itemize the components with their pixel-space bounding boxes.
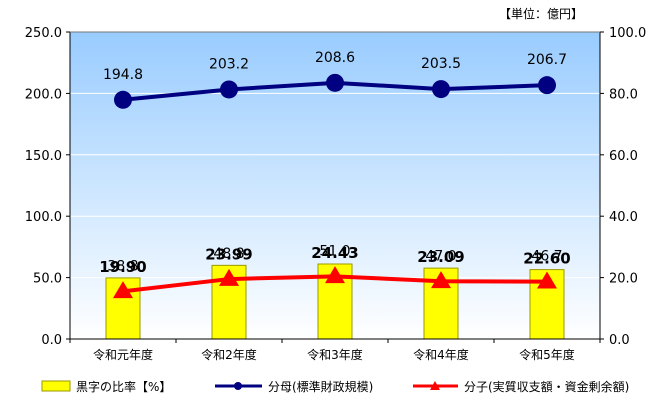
left-tick-label: 250.0 xyxy=(25,26,62,41)
numerator-point xyxy=(431,271,451,289)
denominator-point xyxy=(538,76,556,95)
legend-marker-denominator xyxy=(234,382,242,390)
right-tick-label: 100.0 xyxy=(609,26,646,41)
left-tick-label: 100.0 xyxy=(25,210,62,225)
left-tick-label: 50.0 xyxy=(33,272,62,287)
numerator-value-label: 46.7 xyxy=(531,249,562,265)
denominator-point xyxy=(432,80,450,99)
denominator-point xyxy=(114,90,132,109)
right-tick-label: 60.0 xyxy=(609,149,638,164)
numerator-point xyxy=(113,281,133,299)
legend-swatch-bar xyxy=(41,380,71,392)
left-tick-label: 200.0 xyxy=(25,87,62,102)
denominator-value-label: 206.7 xyxy=(527,52,567,68)
right-tick-label: 20.0 xyxy=(609,272,638,287)
denominator-value-label: 203.2 xyxy=(209,56,249,72)
line-series xyxy=(113,73,557,299)
axes: 0.0 50.0 100.0 150.0 200.0 250.0 0.0 20.0 40.0 60… xyxy=(25,26,646,362)
legend-label-numerator: 分子(実質収支額・資金剰余額) xyxy=(464,379,629,394)
denominator-value-label: 208.6 xyxy=(315,50,355,66)
legend-marker-numerator xyxy=(430,381,440,390)
left-tick-label: 150.0 xyxy=(25,149,62,164)
unit-label: 【単位：億円】 xyxy=(499,6,583,21)
x-tick-label: 令和3年度 xyxy=(307,347,363,362)
numerator-value-label: 38.8 xyxy=(107,258,138,274)
bar-value-label: 19.90 xyxy=(99,258,146,276)
denominator-value-label: 203.5 xyxy=(421,56,461,72)
gridlines xyxy=(70,92,600,279)
numerator-value-label: 47.0 xyxy=(425,248,456,264)
denominator-point xyxy=(326,73,344,92)
denominator-point xyxy=(220,80,238,99)
bar-value-label: 22.60 xyxy=(523,250,570,268)
x-tick-label: 令和元年度 xyxy=(93,347,153,362)
numerator-point xyxy=(219,268,239,286)
legend-label-denominator: 分母(標準財政規模) xyxy=(268,379,373,394)
legend: 黒字の比率【%】 分母(標準財政規模) 分子(実質収支額・資金剰余額) xyxy=(41,379,629,394)
data-labels: 19.90 23.99 24.43 23.09 22.60 194.8 203.2 208.6… xyxy=(99,50,570,276)
x-tick-label: 令和2年度 xyxy=(201,347,257,362)
legend-label-bar: 黒字の比率【%】 xyxy=(76,379,171,394)
x-tick-label: 令和4年度 xyxy=(413,347,469,362)
numerator-point xyxy=(537,271,557,289)
numerator-point xyxy=(325,266,345,284)
left-tick-label: 0.0 xyxy=(41,333,62,348)
bar-value-label: 23.09 xyxy=(417,248,464,266)
bar-value-label: 23.99 xyxy=(205,245,252,263)
numerator-value-label: 51.0 xyxy=(319,243,350,259)
right-tick-label: 0.0 xyxy=(609,333,630,348)
numerator-value-label: 48.8 xyxy=(213,246,244,262)
denominator-value-label: 194.8 xyxy=(103,67,143,83)
right-tick-label: 80.0 xyxy=(609,87,638,102)
bar-value-label: 24.43 xyxy=(311,244,358,262)
x-tick-label: 令和5年度 xyxy=(519,347,575,362)
right-tick-label: 40.0 xyxy=(609,210,638,225)
